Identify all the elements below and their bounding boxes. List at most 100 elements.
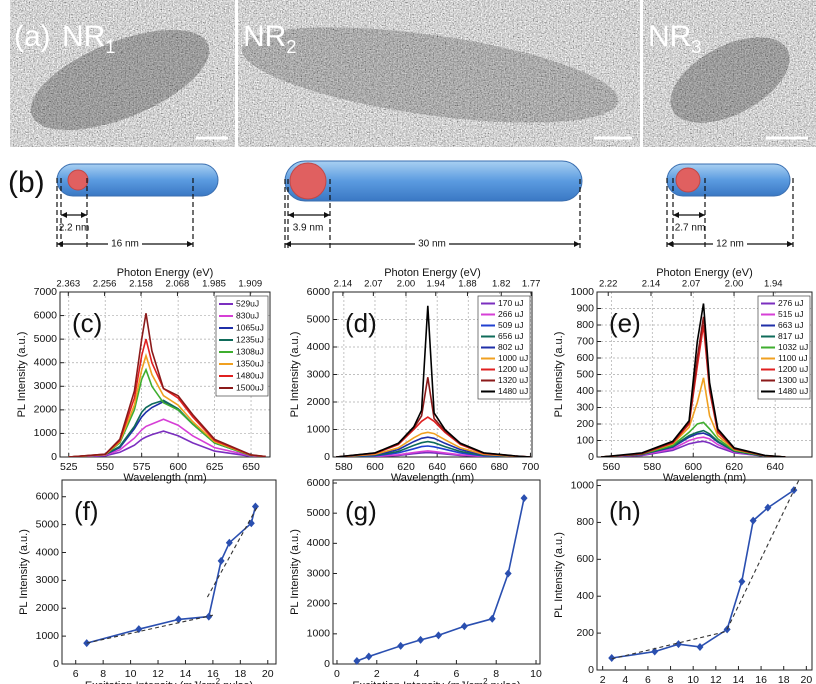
x-tick-label: 580 [644,461,662,473]
y-tick-label: 3000 [36,574,60,586]
y-axis-title: PL Intensity (a.u.) [553,332,565,418]
x-tick-label: 10 [125,668,137,680]
x-tick-label: 6 [73,668,79,680]
x-axis-title-part: Excitation Intensity (mJ/cm [352,680,483,684]
data-line [86,506,257,644]
y-tick-label: 0 [588,664,594,676]
x-tick-label: 8 [100,668,106,680]
chart: 0 2 4 6 8 10 0 1000 2000 3000 4000 5000 6000 Excitati… [289,477,542,684]
x2-tick-label: 1.94 [764,279,783,290]
legend-label: 1480uJ [236,370,264,380]
x-tick-label: 8 [668,674,674,684]
x-tick-label: 12 [710,674,722,684]
data-point [723,625,731,634]
data-point [608,654,616,663]
x-tick-label: 660 [459,461,477,473]
y-tick-label: 1000 [36,630,60,642]
y-tick-label: 1000 [307,423,331,435]
x2-tick-label: 2.363 [56,279,80,290]
core-size-label: 2.7 nm [675,223,706,234]
plot-frame [596,479,813,671]
x-tick-label: 20 [262,668,274,680]
y-tick-label: 700 [576,335,594,347]
y-tick-label: 100 [576,434,594,446]
tem-image [238,0,640,147]
panel-label: (c) [72,308,102,338]
x2-tick-label: 2.158 [129,279,153,290]
plot-frame [61,479,277,665]
legend-label: 1320 uJ [498,375,528,385]
data-point [205,612,213,621]
y-tick-label: 600 [576,352,594,364]
y-tick-label: 200 [576,627,594,639]
x-tick-label: 525 [60,461,78,473]
core-size-label: 3.9 nm [293,223,324,234]
y-tick-label: 5000 [36,518,60,530]
y-tick-label: 1000 [571,286,595,298]
y-tick-label: 0 [588,451,594,463]
y-tick-label: 5000 [307,313,331,325]
y-axis-title: PL Intensity (a.u.) [553,532,565,618]
y-tick-label: 3000 [34,380,58,392]
y-tick-label: 0 [53,658,59,670]
x2-axis-title: Photon Energy (eV) [384,267,481,279]
x-axis-title-part: .pulse) [488,680,521,684]
spectrum-line [68,338,266,457]
x-tick-label: 4 [414,668,420,680]
y-tick-label: 800 [576,516,594,528]
plot-frame [332,479,541,665]
data-point [504,569,512,578]
spectrum-line [68,430,266,457]
data-point [365,652,373,661]
x-tick-label: 550 [96,461,114,473]
chart: 525 550 575 600 625 650 0 1000 2000 3000 4000 5000 6… [16,267,271,484]
legend-label: 276 uJ [778,298,804,308]
legend-box [215,295,269,397]
spectrum-line [601,303,786,457]
x-tick-label: 14 [180,668,192,680]
tem-image [10,0,235,147]
panel-label: (h) [609,496,641,526]
y-tick-label: 6000 [307,477,331,489]
x2-tick-label: 1.909 [238,279,262,290]
x-tick-label: 16 [207,668,219,680]
x-axis-title: Wavelength (nm) [663,472,746,484]
x2-tick-label: 1.88 [458,279,477,290]
panel-label: (a) [14,20,51,53]
y-tick-label: 1000 [34,427,58,439]
y-tick-label: 2000 [307,396,331,408]
legend-label: 1500uJ [236,382,264,392]
image-label: NR2 [243,20,296,57]
x2-tick-label: 2.07 [364,279,383,290]
fit-line [726,480,800,630]
y-tick-label: 400 [576,385,594,397]
legend-label: 1350uJ [236,358,264,368]
chart: 6 8 10 12 14 16 18 20 0 1000 2000 3000 4000 5000 6000 E… [18,479,277,684]
x-axis-title: Excitation Intensity (mJ/cm2.pulse) [352,677,520,684]
x-tick-label: 4 [622,674,628,684]
x-tick-label: 600 [684,461,702,473]
panel-label: (f) [74,496,99,526]
data-point [353,656,361,665]
data-point [488,614,496,623]
x2-tick-label: 1.985 [202,279,226,290]
tem-images [10,0,816,147]
y-tick-label: 6000 [307,286,331,298]
x-tick-label: 580 [335,461,353,473]
x-tick-label: 14 [733,674,745,684]
data-point [738,577,746,586]
x2-tick-label: 2.256 [93,279,117,290]
panel-label: (b) [8,166,45,199]
y-tick-label: 800 [576,319,594,331]
y-tick-label: 4000 [307,341,331,353]
nanorod-core [289,162,327,200]
x-tick-label: 10 [530,668,542,680]
x-axis-title-part: Excitation Intensity (mJ/cm [85,680,216,684]
legend-label: 1065uJ [236,322,264,332]
legend-label: 663 uJ [778,320,804,330]
label-bg [713,238,747,250]
x-tick-label: 2 [374,668,380,680]
legend-label: 1308uJ [236,346,264,356]
y-tick-label: 6000 [34,309,58,321]
